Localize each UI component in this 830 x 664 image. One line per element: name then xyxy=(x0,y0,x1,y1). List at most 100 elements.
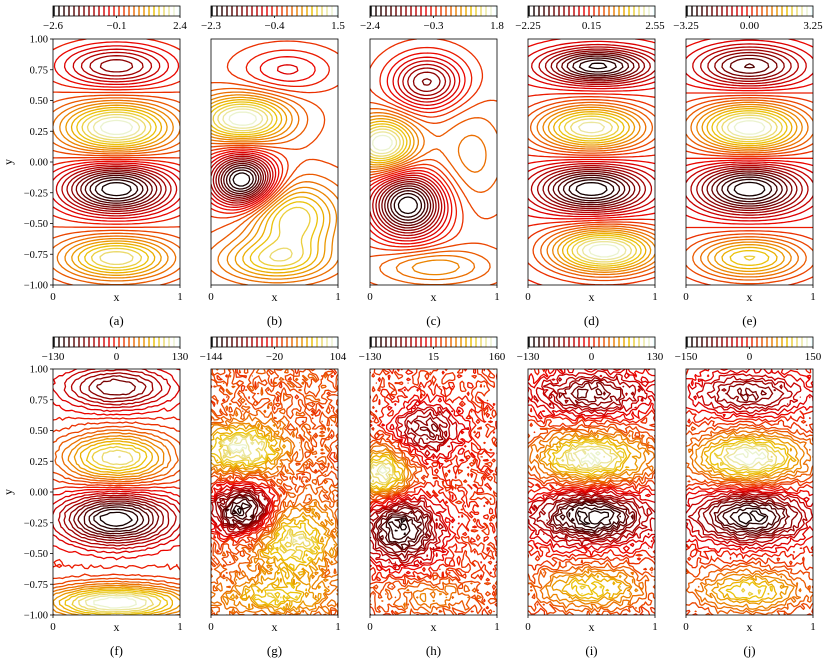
contour-level xyxy=(215,159,267,200)
colorbar-tick-label: 130 xyxy=(172,351,189,363)
contour-level xyxy=(575,62,608,197)
contour-level xyxy=(53,94,180,285)
colorbar-tick-label: −2.4 xyxy=(360,20,380,32)
contour-level xyxy=(711,57,788,207)
contour-level xyxy=(370,107,497,285)
colorbar: −2.6 −0.1 2.4 xyxy=(43,5,187,32)
contour-level xyxy=(370,371,497,615)
contour-level xyxy=(93,596,137,609)
contour-level xyxy=(528,369,655,551)
contour-level xyxy=(220,162,262,197)
contour-level xyxy=(53,45,180,219)
colorbar-tick-label: −0.3 xyxy=(424,20,444,32)
x-tick-label: 1 xyxy=(810,291,816,303)
contour-level xyxy=(548,381,636,538)
contour-level xyxy=(53,437,180,615)
contour-level xyxy=(733,181,766,197)
x-tick-label: 1 xyxy=(810,621,816,633)
panel-label: (j) xyxy=(743,643,755,658)
contour-level xyxy=(211,423,336,612)
colorbar: −130 0 130 xyxy=(42,336,189,363)
contour-lines xyxy=(686,369,813,615)
contour-level xyxy=(370,39,484,251)
colorbar-tick-label: −3.25 xyxy=(673,20,699,32)
contour-level xyxy=(536,104,655,276)
contour-level xyxy=(94,179,139,200)
axes-frame xyxy=(527,38,656,286)
contour-level xyxy=(528,93,655,285)
contour-level xyxy=(223,164,260,195)
contour-level xyxy=(540,434,642,603)
contour-level xyxy=(701,51,798,212)
contour-level xyxy=(528,370,655,547)
contour-level xyxy=(690,46,809,216)
contour-level xyxy=(530,46,655,214)
panel-label: (f) xyxy=(110,643,123,658)
x-tick-label: 0 xyxy=(683,291,689,303)
contour-level xyxy=(84,455,147,611)
contour-level xyxy=(577,121,627,261)
contour-level xyxy=(563,115,638,265)
colorbar-frame xyxy=(369,336,498,348)
contour-level xyxy=(696,103,803,275)
contour-level xyxy=(528,43,655,216)
contour-level xyxy=(77,502,154,537)
contour-level xyxy=(211,91,338,284)
y-tick-label: 0.50 xyxy=(30,426,48,437)
contour-level xyxy=(708,387,790,537)
contour-level xyxy=(529,101,655,278)
colorbar: −130 15 160 xyxy=(359,336,506,363)
contour-level xyxy=(709,438,789,600)
colorbar-tick-label: −2.6 xyxy=(43,20,63,32)
contour-level xyxy=(737,510,767,525)
contour-level xyxy=(57,369,177,547)
axes-frame xyxy=(210,368,339,616)
contour-level xyxy=(73,378,160,540)
colorbar-frame xyxy=(527,5,656,17)
x-tick-label: 0 xyxy=(208,291,214,303)
contour-level xyxy=(381,78,434,229)
contour-level xyxy=(546,379,638,540)
colorbar: −2.3 −0.4 1.5 xyxy=(201,5,345,32)
contour-level xyxy=(570,118,633,263)
contour-level xyxy=(377,510,425,551)
contour-level xyxy=(562,57,624,202)
colorbar-tick-label: 2.55 xyxy=(645,20,665,32)
contour-level xyxy=(216,490,265,529)
contour-level xyxy=(370,56,461,242)
colorbar-frame xyxy=(52,5,181,17)
contour-level xyxy=(733,120,766,135)
contour-level xyxy=(686,99,813,281)
contour-level xyxy=(228,169,254,190)
colorbar-tick-label: −130 xyxy=(42,351,65,363)
contour-level xyxy=(722,504,777,530)
contour-level xyxy=(370,131,398,155)
contour-level xyxy=(370,399,470,571)
contour-level xyxy=(211,94,338,280)
contour-lines xyxy=(686,39,813,285)
colorbar-frame xyxy=(210,5,339,17)
panel-c: −2.4 −0.3 1.8 0 1 x (c) xyxy=(360,5,504,328)
colorbar-tick-label: −2.3 xyxy=(201,20,221,32)
contour-level xyxy=(59,102,174,279)
contour-level xyxy=(528,98,655,282)
contour-level xyxy=(547,52,640,208)
contour-lines xyxy=(528,369,655,615)
contour-level xyxy=(378,465,388,474)
colorbar-tick-label: 2.4 xyxy=(173,20,187,32)
contour-level xyxy=(528,39,655,220)
contour-level xyxy=(706,54,793,209)
contour-level xyxy=(53,39,180,225)
contour-level xyxy=(70,106,163,274)
y-tick-label: 0.50 xyxy=(30,96,48,107)
contour-level xyxy=(370,406,458,568)
contour-level xyxy=(557,55,630,204)
colorbar-tick-label: 130 xyxy=(647,351,664,363)
contour-level xyxy=(211,426,327,610)
contour-level xyxy=(370,128,401,157)
contour-level xyxy=(225,498,254,520)
contour-level xyxy=(687,375,808,544)
contour-level xyxy=(58,440,174,615)
contour-level xyxy=(55,48,178,217)
contour-level xyxy=(568,59,617,199)
